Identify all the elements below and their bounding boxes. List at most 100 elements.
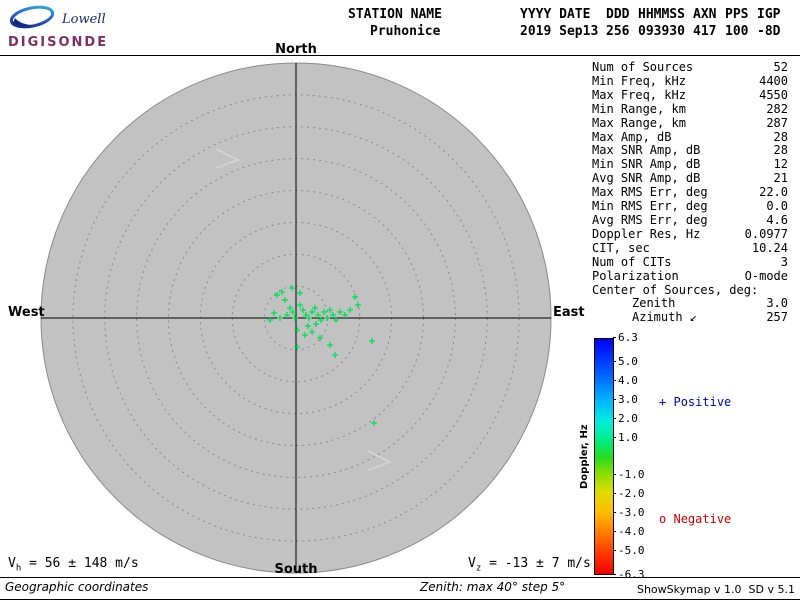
stat-value: 3 — [780, 254, 788, 269]
source-point — [327, 342, 333, 348]
header-col-label: DDD — [606, 7, 630, 22]
colorbar-tick: -1.0 — [613, 468, 645, 482]
colorbar-tick: 1.0 — [613, 430, 638, 444]
stat-label: Polarization — [592, 268, 679, 283]
header-table: STATION NAME YYYY DATE DDD HHMMSS AXN PPS IGP … — [348, 6, 785, 40]
source-point — [282, 297, 288, 303]
source-point — [369, 338, 375, 344]
stat-value: 10.24 — [751, 240, 788, 255]
stat-label: Min Range, km — [592, 101, 686, 116]
stat-label: Zenith — [632, 296, 676, 311]
stat-row: Max Amp, dB 28 — [592, 129, 788, 145]
compass-west-label: West — [8, 305, 45, 320]
stat-value: 257 — [766, 310, 788, 325]
header-col-value: 093930 — [638, 24, 685, 39]
stat-value: 22.0 — [759, 185, 788, 200]
stat-label: Azimuth ↙ — [632, 310, 698, 325]
source-point — [371, 420, 377, 426]
source-point — [352, 294, 358, 300]
lowell-logo: Lowell DIGISONDE — [8, 4, 148, 50]
stat-row: CIT, sec 10.24 — [592, 240, 788, 256]
source-point — [305, 323, 311, 329]
stat-row: Num of CITs 3 — [592, 254, 788, 270]
source-point — [267, 317, 273, 323]
stat-label: Max Freq, kHz — [592, 87, 686, 102]
coordinates-note: Geographic coordinates — [5, 580, 149, 594]
colorbar-tick: 3.0 — [613, 393, 638, 407]
header-col-value: -8D — [757, 24, 781, 39]
stat-row: Min Freq, kHz 4400 — [592, 73, 788, 89]
stat-row: Min Range, km 282 — [592, 101, 788, 117]
header-col-value: 2019 Sep13 — [520, 24, 599, 39]
stat-label: Max SNR Amp, dB — [592, 143, 701, 158]
colorbar-tick: 4.0 — [613, 374, 638, 388]
header-col-label: PPS — [725, 7, 749, 22]
source-point — [297, 290, 303, 296]
stat-value: O-mode — [744, 268, 788, 283]
colorbar-tick: -3.0 — [613, 505, 645, 519]
stat-row: Min RMS Err, deg 0.0 — [592, 199, 788, 214]
colorbar-tick: -6.3 — [613, 568, 645, 581]
positive-marker-icon: + — [659, 395, 667, 409]
source-point — [333, 317, 339, 323]
vz-readout: Vz = -13 ± 7 m/s — [468, 556, 591, 574]
vh-readout: Vh = 56 ± 148 m/s — [8, 556, 139, 574]
source-point — [303, 312, 309, 318]
source-point — [279, 289, 285, 295]
source-point — [332, 352, 338, 358]
source-point — [337, 309, 343, 315]
legend-positive: + Positive — [659, 395, 731, 409]
source-point — [294, 344, 300, 350]
header-col-label: STATION NAME — [348, 7, 442, 22]
legend-negative: o Negative — [659, 512, 731, 526]
source-point — [297, 302, 303, 308]
stat-row: Avg SNR Amp, dB 21 — [592, 171, 788, 186]
stat-row: Max Range, km 287 — [592, 115, 788, 131]
source-point — [312, 305, 318, 311]
header-values-row: Pruhonice 2019 Sep13 256 093930 417 100 -8D — [348, 23, 785, 40]
stat-value: 0.0 — [766, 199, 788, 214]
colorbar-tick: 5.0 — [613, 355, 638, 369]
stat-row: Azimuth ↙ 257 — [592, 310, 788, 325]
source-point — [347, 307, 353, 313]
header-col-value: 417 — [693, 24, 717, 39]
doppler-colorbar: Doppler, Hz 6.3 5.0 4.0 3.0 2.0 1.0 -1.0 -2.0 -3… — [579, 332, 684, 581]
source-point — [309, 309, 315, 315]
stat-label: Num of CITs — [592, 254, 672, 269]
stat-label: Min SNR Amp, dB — [592, 157, 701, 172]
source-point — [306, 315, 312, 321]
colorbar-tick: -4.0 — [613, 524, 645, 538]
negative-marker-icon: o — [659, 512, 667, 526]
stat-label: Min Freq, kHz — [592, 73, 686, 88]
stat-label: Doppler Res, Hz — [592, 226, 701, 241]
source-point — [313, 321, 319, 327]
stat-label: Max Amp, dB — [592, 129, 672, 144]
header-col-value: 100 — [725, 24, 749, 39]
stat-row: Max RMS Err, deg 22.0 — [592, 185, 788, 200]
source-point — [271, 310, 277, 316]
stat-label: Avg SNR Amp, dB — [592, 171, 701, 186]
stat-value: 282 — [766, 101, 788, 116]
velocity-arrow-icon — [367, 450, 393, 471]
stat-label: Max RMS Err, deg — [592, 185, 708, 200]
stat-row: Max SNR Amp, dB 28 — [592, 144, 788, 158]
colorbar-tick: -5.0 — [613, 543, 645, 557]
source-point — [289, 285, 295, 291]
stat-label: Center of Sources, deg: — [592, 282, 759, 297]
header-col-label: IGP — [757, 7, 781, 22]
source-point — [274, 292, 280, 298]
stat-value: 12 — [773, 157, 788, 172]
stat-value: 287 — [766, 115, 788, 130]
source-point — [355, 302, 361, 308]
colorbar-gradient — [594, 338, 614, 575]
compass-east-label: East — [553, 305, 585, 320]
legend-negative-label: Negative — [673, 512, 732, 526]
source-point — [315, 312, 321, 318]
stat-value: 28 — [773, 129, 788, 144]
footer-divider — [0, 577, 800, 578]
stat-row: Zenith 3.0 — [592, 297, 788, 311]
stat-label: Min RMS Err, deg — [592, 199, 708, 214]
source-point — [330, 312, 336, 318]
source-point — [292, 315, 298, 321]
